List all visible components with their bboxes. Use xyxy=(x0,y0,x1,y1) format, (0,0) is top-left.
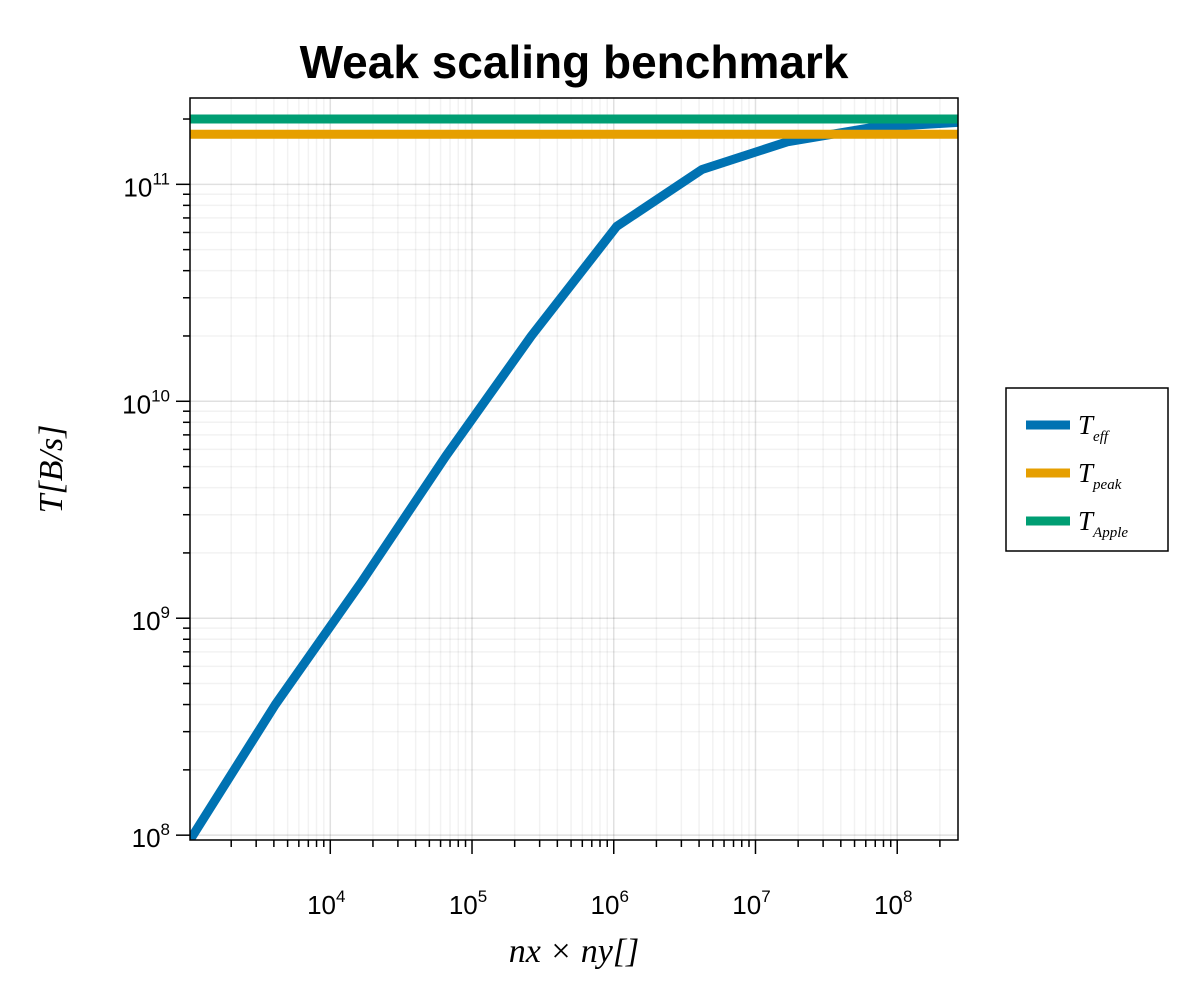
series-lines xyxy=(190,114,958,840)
x-tick-base: 10 xyxy=(591,890,620,920)
y-axis-label: T[B/s] xyxy=(33,425,70,514)
x-tick-exponent: 5 xyxy=(478,887,487,906)
x-tick-exponent: 6 xyxy=(619,887,628,906)
y-tick-label: 1011 xyxy=(123,169,170,202)
y-tick-exponent: 11 xyxy=(152,169,170,188)
y-tick-base: 10 xyxy=(132,823,161,853)
y-tick-base: 10 xyxy=(123,172,152,202)
y-tick-label: 109 xyxy=(132,603,170,636)
x-axis-label: nx × ny[] xyxy=(509,933,640,970)
grid xyxy=(190,98,958,840)
legend-label-name: T xyxy=(1078,506,1095,536)
x-tick-label: 104 xyxy=(307,887,345,920)
x-tick-base: 10 xyxy=(449,890,478,920)
legend-label-subscript: Apple xyxy=(1092,525,1128,541)
x-tick-exponent: 7 xyxy=(761,887,770,906)
x-tick-label: 107 xyxy=(732,887,770,920)
legend-label-name: T xyxy=(1078,410,1095,440)
legend-label-subscript: peak xyxy=(1092,477,1122,493)
x-tick-label: 108 xyxy=(874,887,912,920)
x-tick-label: 106 xyxy=(591,887,629,920)
x-tick-base: 10 xyxy=(732,890,761,920)
legend-label: Teff xyxy=(1078,410,1110,445)
legend-label-name: T xyxy=(1078,458,1095,488)
y-tick-exponent: 10 xyxy=(151,386,170,405)
x-axis: 104 105 106 107 108 xyxy=(230,840,941,920)
legend-label-subscript: eff xyxy=(1093,429,1110,445)
x-tick-label: 105 xyxy=(449,887,487,920)
y-tick-base: 10 xyxy=(122,389,151,419)
y-tick-exponent: 8 xyxy=(161,820,170,839)
x-tick-base: 10 xyxy=(874,890,903,920)
plot-frame xyxy=(189,97,959,841)
x-tick-base: 10 xyxy=(307,890,336,920)
y-tick-base: 10 xyxy=(132,606,161,636)
legend-label: Tpeak xyxy=(1078,458,1122,493)
y-tick-label: 108 xyxy=(132,820,170,853)
y-tick-label: 1010 xyxy=(122,386,170,419)
x-tick-exponent: 8 xyxy=(903,887,912,906)
legend-label: TApple xyxy=(1078,506,1128,541)
chart-title: Weak scaling benchmark xyxy=(300,36,849,88)
y-tick-exponent: 9 xyxy=(161,603,170,622)
x-tick-exponent: 4 xyxy=(336,887,345,906)
